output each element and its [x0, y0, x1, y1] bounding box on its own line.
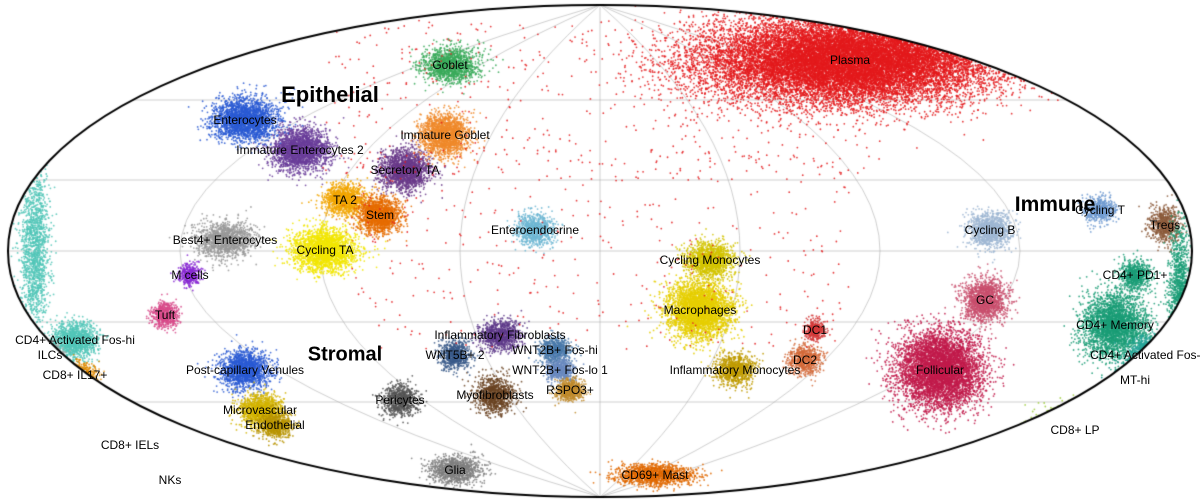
- umap-scatter-canvas: [0, 0, 1200, 502]
